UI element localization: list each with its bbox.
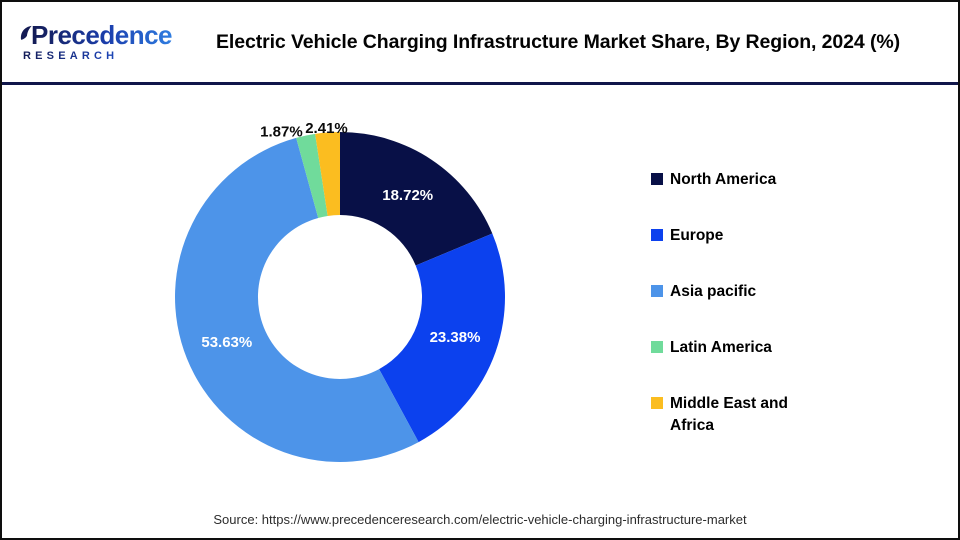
- precedence-logo: Precedence RESEARCH: [20, 22, 172, 62]
- legend-label-europe: Europe: [670, 227, 724, 244]
- legend-label-asia-pacific: Asia pacific: [670, 283, 757, 300]
- legend-item-middle-east-and-africa: Middle East and Africa: [651, 393, 828, 449]
- pie-slice-asia-pacific: [175, 137, 419, 462]
- legend-label-north-america: North America: [670, 171, 777, 188]
- pie-slice-europe: [379, 233, 505, 443]
- logo-subtext: RESEARCH: [20, 50, 172, 62]
- legend-item-north-america: North America: [651, 169, 828, 225]
- logo-wordmark: Precedence: [31, 20, 172, 50]
- legend-swatch-latin-america: [651, 341, 663, 353]
- legend: North America Europe Asia pacific Latin Ame…: [651, 169, 828, 449]
- legend-swatch-europe: [651, 229, 663, 241]
- slice-label-north-america: 18.72%: [382, 187, 433, 204]
- legend-item-latin-america: Latin America: [651, 337, 828, 393]
- pie-slice-latin-america: [296, 133, 328, 218]
- precedence-leaf-icon: [20, 25, 32, 40]
- legend-label-middle-east-and-africa: Middle East and Africa: [670, 395, 788, 434]
- donut-chart: 18.72% 23.38% 53.63% 1.87% 2.41%: [175, 120, 505, 462]
- pie-slice-middle-east-and-africa: [315, 132, 340, 216]
- chart-area: 18.72% 23.38% 53.63% 1.87% 2.41% North Ameri…: [2, 85, 958, 538]
- source-text: Source: https://www.precedenceresearch.c…: [213, 512, 747, 527]
- legend-item-europe: Europe: [651, 225, 828, 281]
- slice-label-middle-east-and-africa: 2.41%: [305, 120, 348, 137]
- slice-label-asia-pacific: 53.63%: [201, 334, 252, 351]
- pie-slice-north-america: [340, 132, 493, 266]
- chart-title: Electric Vehicle Charging Infrastructure…: [216, 30, 900, 53]
- legend-swatch-asia-pacific: [651, 285, 663, 297]
- slice-label-europe: 23.38%: [430, 329, 481, 346]
- legend-item-asia-pacific: Asia pacific: [651, 281, 828, 337]
- logo-wordmark-row: Precedence: [20, 22, 172, 48]
- slice-label-latin-america: 1.87%: [260, 123, 303, 140]
- legend-swatch-north-america: [651, 173, 663, 185]
- legend-swatch-middle-east-and-africa: [651, 397, 663, 409]
- legend-label-latin-america: Latin America: [670, 339, 772, 356]
- header: Precedence RESEARCH Electric Vehicle Cha…: [2, 2, 958, 85]
